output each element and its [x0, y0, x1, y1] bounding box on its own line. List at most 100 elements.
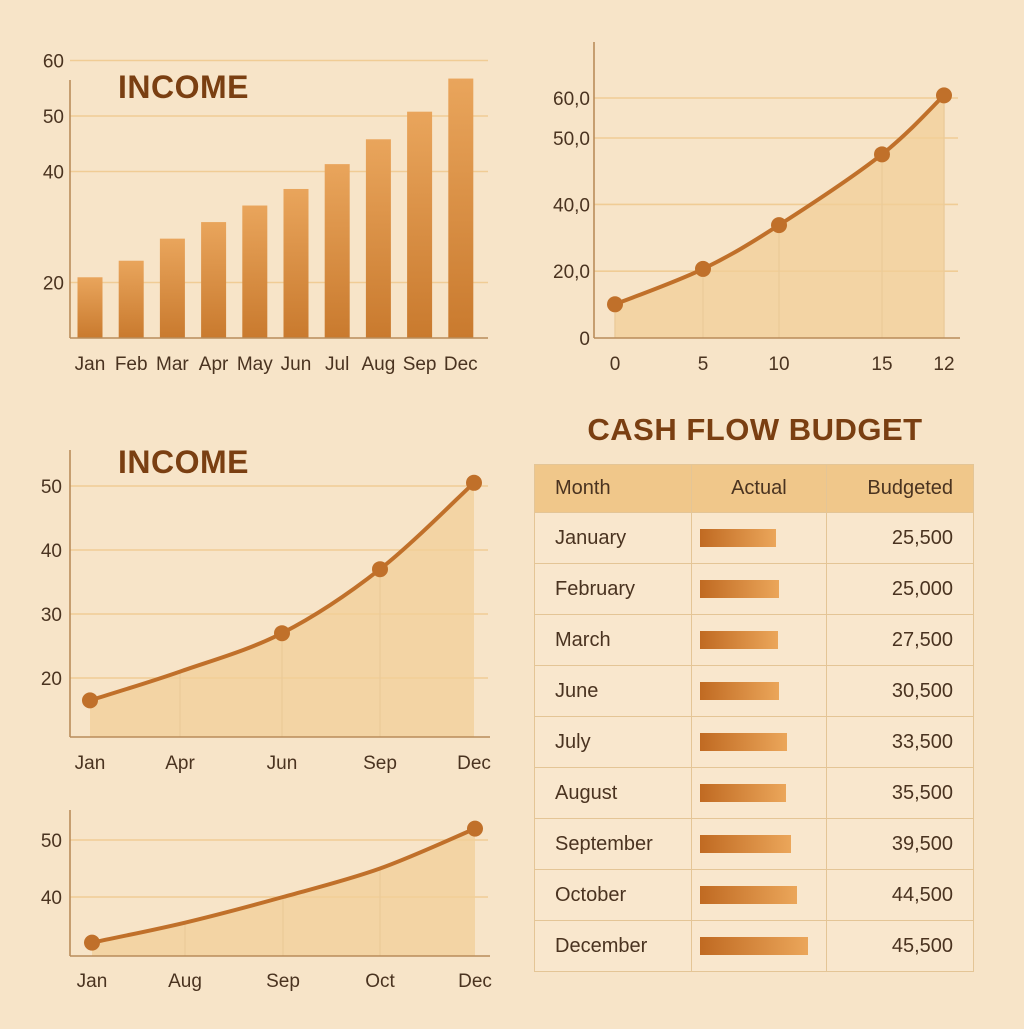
actual-bar [700, 682, 780, 700]
x-tick-label: Sep [363, 753, 397, 774]
budgeted-cell: 39,500 [826, 818, 974, 870]
month-cell: December [533, 920, 693, 972]
actual-cell [691, 767, 828, 819]
growth-area-chart: 0 20,0 40,0 50,0 60,0 0 5 10 15 12 [512, 0, 1024, 405]
x-tick-label: Feb [115, 354, 148, 375]
bar [324, 164, 350, 338]
bar [118, 260, 144, 338]
y-tick-label: 30 [41, 605, 62, 626]
chart-title: INCOME [118, 444, 249, 480]
actual-bar [700, 580, 780, 598]
data-point [771, 217, 787, 234]
data-point [372, 561, 388, 578]
x-tick-label: Apr [165, 753, 195, 774]
y-tick-label: 50,0 [553, 129, 590, 150]
data-point [874, 146, 890, 163]
y-tick-label: 60 [43, 52, 64, 73]
bar [201, 222, 227, 338]
actual-cell [691, 614, 828, 666]
data-point [936, 87, 952, 104]
table-row: January 25,500 [533, 512, 974, 564]
small-area-chart-svg: 40 50 Jan Aug Sep Oct Dec [41, 810, 492, 992]
x-tick-label: Jan [75, 354, 106, 375]
table-row: August 35,500 [533, 767, 974, 819]
table-row: September 39,500 [533, 818, 974, 870]
actual-cell [691, 512, 828, 564]
month-cell: June [533, 665, 693, 717]
area-fill [90, 482, 474, 737]
actual-cell [691, 818, 828, 870]
income-bar-chart-svg: INCOME 20 40 50 60 Jan Feb Mar Apr May Jun Jul Aug… [43, 52, 488, 375]
x-tick-label: 0 [610, 354, 621, 375]
month-cell: August [533, 767, 693, 819]
actual-bar [700, 886, 798, 904]
x-tick-label: Jun [267, 753, 298, 774]
y-tick-label: 40 [41, 888, 62, 909]
budgeted-cell: 44,500 [826, 869, 974, 921]
x-tick-label: Jun [281, 354, 312, 375]
y-tick-label: 40 [41, 541, 62, 562]
month-cell: January [533, 512, 693, 564]
y-tick-label: 40,0 [553, 195, 590, 216]
table-row: July 33,500 [533, 716, 974, 768]
data-point [84, 934, 100, 951]
month-cell: September [533, 818, 693, 870]
data-point [467, 820, 483, 837]
y-tick-label: 60,0 [553, 89, 590, 110]
x-tick-label: 5 [698, 354, 709, 375]
x-tick-label: Mar [156, 354, 189, 375]
x-tick-label: May [237, 354, 273, 375]
y-tick-label: 20 [43, 274, 64, 295]
y-tick-label: 50 [41, 477, 62, 498]
bar [407, 111, 433, 339]
x-tick-label: Dec [458, 971, 492, 992]
x-tick-label: 12 [933, 354, 954, 375]
column-header-month: Month [533, 464, 693, 513]
data-point [82, 692, 98, 709]
x-tick-label: Sep [403, 354, 437, 375]
month-cell: March [533, 614, 693, 666]
table-row: March 27,500 [533, 614, 974, 666]
bar [448, 78, 474, 338]
bar [159, 238, 185, 338]
table-header-row: Month Actual Budgeted [533, 464, 974, 513]
bar [365, 139, 391, 338]
actual-bar [700, 529, 777, 547]
y-tick-label: 0 [579, 329, 590, 350]
actual-bar [700, 631, 779, 649]
x-tick-label: Dec [444, 354, 478, 375]
budgeted-cell: 35,500 [826, 767, 974, 819]
bar [242, 205, 268, 338]
x-tick-label: Jan [77, 971, 108, 992]
actual-bar [700, 937, 809, 955]
column-header-budgeted: Budgeted [826, 464, 974, 513]
small-area-chart: 40 50 Jan Aug Sep Oct Dec [0, 800, 512, 1029]
actual-cell [691, 665, 828, 717]
budgeted-cell: 25,000 [826, 563, 974, 615]
area-fill [615, 95, 944, 338]
y-tick-label: 50 [43, 107, 64, 128]
month-cell: July [533, 716, 693, 768]
y-tick-label: 50 [41, 831, 62, 852]
income-bar-chart: INCOME 20 40 50 60 Jan Feb Mar Apr May Jun Jul Aug… [0, 0, 500, 405]
bar [283, 188, 309, 338]
chart-title: INCOME [118, 69, 249, 105]
income-area-chart: INCOME 20 30 40 50 Jan Apr Jun Sep Dec [0, 420, 512, 805]
x-tick-label: 10 [768, 354, 789, 375]
budgeted-cell: 27,500 [826, 614, 974, 666]
bar [77, 277, 103, 338]
budget-table: Month Actual Budgeted January 25,500 Febru… [533, 464, 974, 972]
data-point [607, 296, 623, 313]
cash-flow-budget-table: CASH FLOW BUDGET Month Actual Budgeted J… [530, 410, 980, 972]
x-tick-label: Jul [325, 354, 349, 375]
y-tick-label: 20,0 [553, 262, 590, 283]
table-row: February 25,000 [533, 563, 974, 615]
x-tick-label: Oct [365, 971, 395, 992]
budgeted-cell: 30,500 [826, 665, 974, 717]
month-cell: October [533, 869, 693, 921]
actual-bar [700, 835, 792, 853]
x-tick-label: Sep [266, 971, 300, 992]
x-tick-label: Jan [75, 753, 106, 774]
budgeted-cell: 25,500 [826, 512, 974, 564]
income-area-chart-svg: INCOME 20 30 40 50 Jan Apr Jun Sep Dec [41, 444, 491, 774]
